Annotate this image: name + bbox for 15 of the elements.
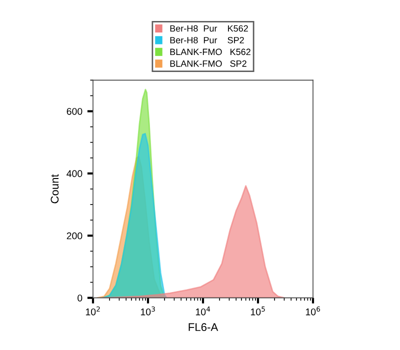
y-tick-label: 200 (66, 232, 82, 240)
x-axis-title: FL6-A (188, 323, 218, 332)
y-axis-title: Count (50, 174, 59, 204)
x-tick-label: 10$^{5}$ (250, 306, 265, 316)
x-tick-label: 10$^{6}$ (306, 306, 320, 316)
y-tick-label: 400 (66, 170, 82, 178)
legend-label: BLANK-FMO SP2 (170, 60, 246, 67)
x-tick-label: 10$^{2}$ (86, 306, 100, 316)
y-tick-label: 600 (66, 108, 82, 115)
legend-label: Ber-H8 Pur K562 (170, 25, 248, 32)
legend-label: Ber-H8 Pur SP2 (170, 36, 244, 44)
y-tick-label: 0 (78, 294, 82, 302)
x-tick-label: 10$^{4}$ (196, 306, 210, 316)
x-tick-label: 10$^{3}$ (140, 306, 155, 316)
legend-label: BLANK-FMO K562 (170, 48, 250, 56)
